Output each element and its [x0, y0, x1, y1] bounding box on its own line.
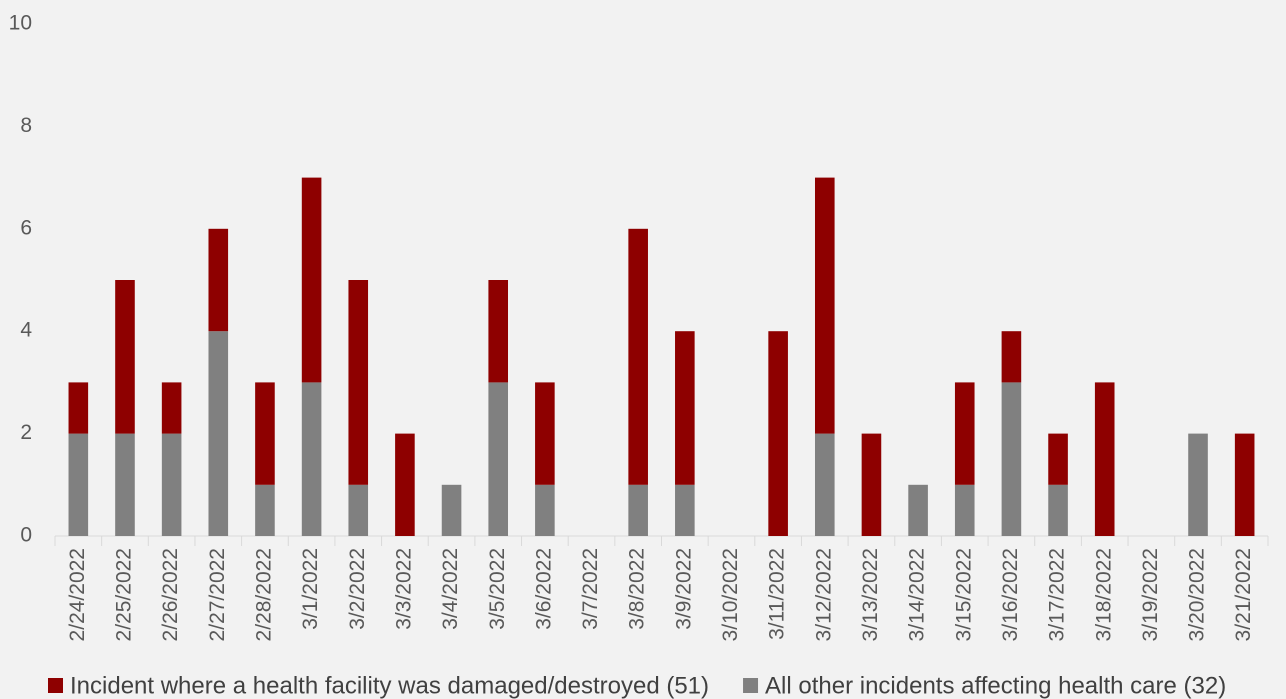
bar-segment — [628, 484, 648, 536]
y-tick-label: 8 — [20, 114, 32, 137]
x-tick-label: 3/12/2022 — [812, 548, 835, 641]
bar-segment — [814, 177, 835, 434]
bar-segment — [1048, 433, 1068, 485]
bar-segment — [768, 331, 788, 536]
bar-segment — [535, 484, 555, 536]
bar-segment — [301, 382, 322, 536]
x-tick-label: 2/26/2022 — [159, 548, 182, 641]
bar-segment — [1094, 382, 1115, 536]
x-tick-label: 3/5/2022 — [486, 548, 509, 630]
x-tick-label: 3/11/2022 — [766, 548, 789, 640]
x-tick-label: 3/20/2022 — [1186, 548, 1209, 641]
legend-swatch — [48, 678, 63, 693]
bar-segment — [1188, 433, 1208, 536]
y-tick-label: 10 — [9, 12, 32, 35]
x-tick-label: 3/18/2022 — [1092, 548, 1115, 641]
bar-segment — [628, 228, 648, 485]
bar-segment — [115, 433, 135, 536]
x-tick-label: 3/2/2022 — [346, 548, 369, 630]
bar-segment — [161, 433, 182, 536]
bar-segment — [161, 382, 182, 434]
bar-segment — [1001, 331, 1022, 383]
x-tick-label: 2/28/2022 — [252, 548, 275, 641]
x-tick-label: 3/8/2022 — [626, 548, 649, 630]
bar-segment — [348, 484, 369, 536]
bar-segment — [488, 382, 509, 536]
x-tick-label: 2/25/2022 — [113, 548, 136, 641]
x-tick-label: 2/27/2022 — [206, 548, 229, 641]
x-tick-label: 3/6/2022 — [532, 548, 555, 630]
legend-swatch — [743, 678, 759, 693]
bar-segment — [395, 433, 415, 536]
bar-segment — [255, 382, 275, 485]
x-tick-label: 3/13/2022 — [859, 548, 882, 641]
x-tick-label: 3/16/2022 — [999, 548, 1022, 641]
legend-label: All other incidents affecting health car… — [765, 672, 1226, 699]
bar-segment — [861, 433, 882, 536]
bar-segment — [535, 382, 555, 485]
legend-label: Incident where a health facility was dam… — [70, 672, 709, 699]
y-tick-label: 6 — [20, 216, 32, 239]
bar-segment — [814, 433, 835, 536]
y-tick-label: 0 — [20, 524, 32, 547]
x-tick-label: 3/15/2022 — [952, 548, 975, 641]
x-tick-label: 3/21/2022 — [1232, 548, 1255, 641]
bar-segment — [255, 484, 275, 536]
x-tick-label: 3/10/2022 — [719, 548, 742, 641]
y-tick-label: 4 — [20, 319, 32, 342]
bar-segment — [348, 280, 369, 485]
bar-segment — [301, 177, 322, 383]
y-tick-label: 2 — [20, 421, 32, 444]
x-tick-label: 3/17/2022 — [1046, 548, 1069, 641]
bar-segment — [488, 280, 509, 383]
x-tick-label: 3/4/2022 — [439, 548, 462, 630]
bar-segment — [954, 484, 975, 536]
bar-segment — [115, 280, 135, 434]
bar-segment — [1048, 484, 1068, 536]
bar-segment — [1001, 382, 1022, 536]
bar-segment — [1234, 433, 1255, 536]
bar-segment — [441, 484, 462, 536]
x-tick-label: 2/24/2022 — [66, 548, 89, 641]
x-tick-label: 3/3/2022 — [392, 548, 415, 630]
bar-segment — [208, 228, 229, 332]
bar-segment — [68, 382, 89, 434]
bar-segment — [208, 331, 229, 536]
bar-segment — [908, 484, 928, 536]
x-tick-label: 3/7/2022 — [579, 548, 602, 630]
x-tick-label: 3/14/2022 — [906, 548, 929, 641]
bar-segment — [675, 484, 695, 536]
bar-segment — [954, 382, 975, 485]
bar-segment — [675, 331, 695, 485]
x-tick-label: 3/19/2022 — [1139, 548, 1162, 641]
x-tick-label: 3/9/2022 — [672, 548, 695, 630]
bar-segment — [68, 433, 89, 536]
x-tick-label: 3/1/2022 — [299, 548, 322, 630]
